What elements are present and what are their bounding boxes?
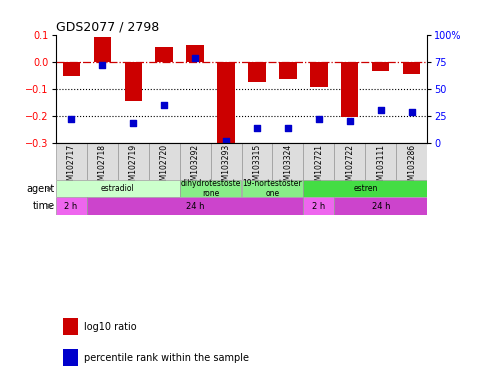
Text: GSM102719: GSM102719	[128, 144, 138, 190]
Bar	[372, 61, 389, 71]
Text: 24 h: 24 h	[186, 202, 204, 211]
Point	[160, 102, 168, 108]
Bar	[341, 61, 358, 117]
Text: GSM102721: GSM102721	[314, 144, 324, 190]
Bar	[63, 349, 78, 366]
Text: GSM103315: GSM103315	[253, 144, 261, 190]
Text: log10 ratio: log10 ratio	[84, 321, 136, 331]
Bar	[272, 143, 303, 180]
Text: time: time	[33, 201, 55, 211]
Bar	[180, 180, 242, 197]
Text: 2 h: 2 h	[313, 202, 326, 211]
Bar	[303, 143, 334, 180]
Bar	[56, 143, 86, 180]
Text: 19-nortestoster
one: 19-nortestoster one	[242, 179, 302, 198]
Bar	[117, 143, 149, 180]
Bar	[56, 180, 180, 197]
Point	[67, 116, 75, 122]
Point	[191, 55, 199, 61]
Bar	[334, 197, 427, 215]
Text: GSM102718: GSM102718	[98, 144, 107, 190]
Bar	[311, 61, 327, 87]
Point	[346, 118, 354, 124]
Text: 2 h: 2 h	[64, 202, 78, 211]
Text: GSM103111: GSM103111	[376, 144, 385, 190]
Bar	[303, 180, 427, 197]
Bar	[303, 197, 334, 215]
Point	[284, 124, 292, 131]
Text: GSM102717: GSM102717	[67, 144, 75, 190]
Bar	[56, 197, 86, 215]
Text: agent: agent	[27, 184, 55, 194]
Bar	[156, 47, 172, 61]
Point	[129, 120, 137, 126]
Text: GSM103292: GSM103292	[190, 144, 199, 190]
Bar	[403, 61, 421, 74]
Text: GSM103286: GSM103286	[408, 144, 416, 190]
Bar	[62, 61, 80, 76]
Bar	[63, 318, 78, 335]
Text: estradiol: estradiol	[100, 184, 134, 193]
Bar	[149, 143, 180, 180]
Bar	[242, 180, 303, 197]
Text: dihydrotestoste
rone: dihydrotestoste rone	[180, 179, 241, 198]
Text: GSM102720: GSM102720	[159, 144, 169, 190]
Bar	[366, 143, 397, 180]
Text: 24 h: 24 h	[372, 202, 390, 211]
Bar	[397, 143, 427, 180]
Bar	[217, 61, 235, 144]
Point	[222, 137, 230, 144]
Bar	[334, 143, 366, 180]
Bar	[248, 61, 266, 82]
Text: GSM103293: GSM103293	[222, 144, 230, 190]
Bar	[86, 197, 303, 215]
Bar	[86, 143, 117, 180]
Text: estren: estren	[353, 184, 378, 193]
Text: percentile rank within the sample: percentile rank within the sample	[84, 353, 249, 362]
Bar	[125, 61, 142, 101]
Bar	[211, 143, 242, 180]
Point	[315, 116, 323, 122]
Text: GDS2077 / 2798: GDS2077 / 2798	[56, 20, 159, 33]
Text: GSM103324: GSM103324	[284, 144, 293, 190]
Bar	[242, 143, 272, 180]
Point	[253, 124, 261, 131]
Point	[408, 109, 416, 116]
Point	[377, 107, 385, 113]
Bar	[94, 37, 111, 61]
Bar	[186, 45, 203, 61]
Bar	[280, 61, 297, 79]
Text: GSM102722: GSM102722	[345, 144, 355, 190]
Point	[98, 62, 106, 68]
Bar	[180, 143, 211, 180]
